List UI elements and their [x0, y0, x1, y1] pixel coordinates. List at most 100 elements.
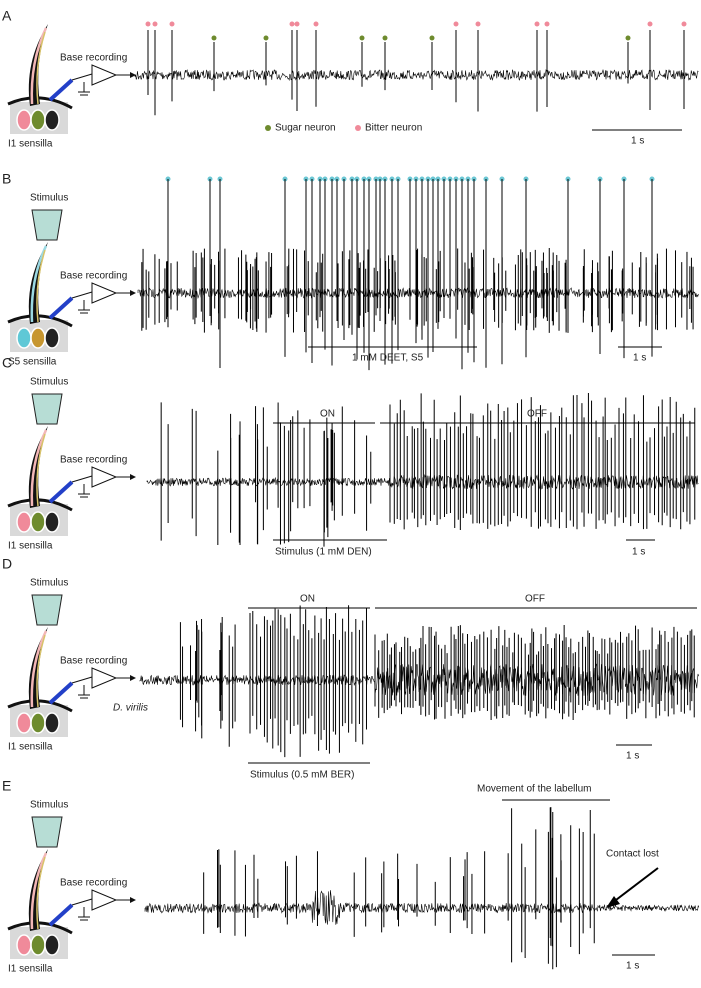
neuron	[16, 712, 32, 734]
stimulus-label: Stimulus	[30, 578, 68, 589]
spikes	[179, 605, 695, 758]
cuticle	[7, 96, 73, 110]
recording-label: Base recording	[60, 53, 127, 64]
spike-dot	[429, 35, 435, 41]
panel-label: C	[2, 355, 12, 371]
neuron	[44, 934, 60, 956]
amplifier	[91, 282, 118, 304]
spike-dot	[145, 21, 151, 27]
pointer-head	[606, 896, 620, 908]
neuron	[30, 712, 46, 734]
electrode	[48, 480, 74, 504]
scale-label: 1 s	[631, 136, 644, 147]
stimulus-bar-label: 1 mM DEET, S5	[352, 353, 424, 364]
cuticle	[7, 699, 73, 713]
trace	[137, 287, 699, 300]
recording-label: Base recording	[60, 878, 127, 889]
spike-dot	[681, 21, 687, 27]
species-label: D. virilis	[113, 703, 148, 714]
wire	[71, 291, 93, 314]
on-label: ON	[300, 594, 315, 605]
recording-label: Base recording	[60, 656, 127, 667]
trace	[134, 68, 699, 82]
electrode	[48, 903, 74, 927]
neuron	[44, 712, 60, 734]
on-label: ON	[320, 409, 335, 420]
arrow-head	[130, 675, 136, 681]
amplifier	[91, 466, 118, 488]
stimulus-pipe	[31, 816, 63, 848]
neuron	[44, 327, 60, 349]
scale-label: 1 s	[626, 961, 639, 972]
spike-dot	[453, 21, 459, 27]
dendrite	[36, 249, 46, 323]
wire	[71, 73, 93, 96]
scale-label: 1 s	[633, 353, 646, 364]
spike-dot	[263, 35, 269, 41]
spike-dot	[152, 21, 158, 27]
dendrite	[30, 27, 48, 105]
spike-dot	[382, 35, 388, 41]
stimulus-pipe	[31, 209, 63, 241]
amplifier	[91, 667, 118, 689]
sensilla-label: S5 sensilla	[8, 357, 57, 368]
dendrite	[30, 245, 48, 323]
spike-dot	[211, 35, 217, 41]
spikes	[141, 179, 694, 371]
dendrite	[30, 429, 48, 507]
spike-dot	[294, 21, 300, 27]
spikes	[203, 807, 595, 970]
dendrite	[30, 630, 48, 708]
stimulus-pipe	[31, 393, 63, 425]
scale-label: 1 s	[632, 547, 645, 558]
electrode	[48, 296, 74, 320]
spikes	[147, 30, 685, 116]
scale-label: 1 s	[626, 751, 639, 762]
neuron	[16, 109, 32, 131]
neuron	[16, 934, 32, 956]
spike-dot	[475, 21, 481, 27]
panel-label: A	[2, 8, 12, 24]
dendrite	[36, 634, 46, 708]
cuticle	[7, 314, 73, 328]
arrow-head	[130, 290, 136, 296]
spike-dot	[359, 35, 365, 41]
electrode	[48, 681, 74, 705]
annotation-label: Contact lost	[606, 849, 659, 860]
amplifier	[91, 64, 118, 86]
stimulus-bar-label: Stimulus (0.5 mM BER)	[250, 770, 354, 781]
legend-label: Sugar neuron	[275, 123, 336, 134]
stimulus-pipe	[31, 594, 63, 626]
stimulus-bar-label: Stimulus (1 mM DEN)	[275, 547, 372, 558]
neuron	[16, 327, 32, 349]
annotation-label: Movement of the labellum	[477, 784, 592, 795]
spike-dot	[289, 21, 295, 27]
neuron	[30, 511, 46, 533]
panel-label: D	[2, 556, 12, 572]
spike-dot	[625, 35, 631, 41]
recording-label: Base recording	[60, 271, 127, 282]
neuron	[44, 511, 60, 533]
neuron	[44, 109, 60, 131]
spikes	[160, 392, 696, 547]
dendrite	[30, 852, 48, 930]
spike-dot	[169, 21, 175, 27]
arrow-head	[130, 897, 136, 903]
wire	[71, 898, 93, 921]
neuron	[30, 109, 46, 131]
spike-dot	[534, 21, 540, 27]
arrow-head	[130, 72, 136, 78]
panel-label: E	[2, 778, 11, 794]
stimulus-label: Stimulus	[30, 800, 68, 811]
cuticle	[7, 921, 73, 935]
trace	[146, 474, 699, 490]
dendrite	[36, 433, 46, 507]
neuron	[16, 511, 32, 533]
off-label: OFF	[527, 409, 547, 420]
recording-label: Base recording	[60, 455, 127, 466]
spike-dot	[647, 21, 653, 27]
neuron	[30, 327, 46, 349]
wire	[71, 475, 93, 498]
spike-dot	[544, 21, 550, 27]
